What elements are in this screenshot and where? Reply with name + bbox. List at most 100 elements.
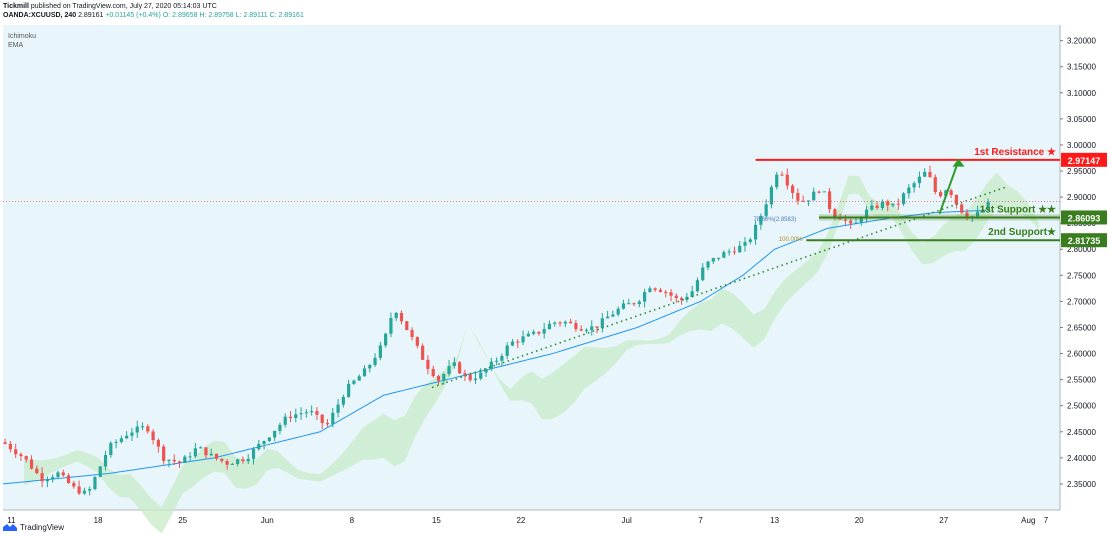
- y-tick-label: 2.75000: [1067, 271, 1096, 280]
- candle-body: [8, 443, 12, 450]
- candle-body: [135, 426, 139, 433]
- publish-line: Tickmill published on TradingView.com, J…: [3, 2, 304, 11]
- candle-body: [590, 326, 594, 331]
- candle-body: [510, 341, 515, 346]
- candle-body: [521, 336, 525, 343]
- level-label: 2nd Support★: [988, 227, 1056, 238]
- x-tick-label: Jul: [622, 516, 632, 525]
- candle-body: [859, 218, 863, 223]
- candle-body: [547, 323, 552, 330]
- candle-body: [394, 312, 398, 319]
- x-tick-label: 22: [516, 516, 525, 525]
- y-tick-label: 2.45000: [1067, 428, 1096, 437]
- price-tag-label: 2.86093: [1068, 213, 1101, 223]
- candle-body: [801, 200, 805, 202]
- candle-body: [273, 430, 277, 438]
- x-tick-label: Aug: [1021, 516, 1035, 525]
- candle-body: [716, 257, 721, 259]
- candle-body: [45, 479, 49, 482]
- candle-body: [489, 361, 493, 369]
- candle-body: [283, 416, 287, 425]
- fib-label: 78.60%(2.8583): [753, 217, 796, 223]
- x-tick-label: 11: [7, 516, 16, 525]
- indicator-label: Ichimoku: [8, 33, 36, 40]
- candle-body: [812, 191, 816, 201]
- candle-body: [304, 412, 308, 414]
- y-tick-label: 2.80000: [1067, 245, 1096, 254]
- support-zone: [819, 214, 1060, 221]
- candle-body: [230, 463, 234, 465]
- candle-body: [257, 443, 261, 450]
- candle-body: [325, 423, 330, 425]
- candle-body: [278, 424, 282, 431]
- candle-body: [933, 177, 937, 193]
- candle-body: [315, 411, 319, 415]
- candle-body: [759, 215, 763, 225]
- candle-body: [558, 322, 562, 324]
- candle-body: [569, 321, 573, 324]
- y-tick-label: 2.65000: [1067, 323, 1096, 332]
- candle-body: [421, 345, 425, 360]
- candle-body: [870, 205, 874, 210]
- candle-body: [193, 448, 197, 457]
- candle-body: [827, 191, 832, 210]
- author-name[interactable]: Tickmill: [3, 3, 29, 10]
- candle-body: [177, 461, 182, 463]
- projection-arrowhead: [952, 158, 965, 167]
- tradingview-logo-icon: [3, 524, 17, 531]
- candle-body: [156, 440, 160, 447]
- candle-body: [658, 289, 663, 292]
- candle-body: [606, 316, 610, 319]
- candle-body: [3, 442, 7, 444]
- candle-body: [526, 333, 530, 337]
- candle-body: [82, 490, 86, 494]
- candle-body: [516, 341, 520, 343]
- candle-body: [24, 456, 28, 460]
- level-label: 1st Resistance ★: [974, 147, 1056, 158]
- candle-body: [162, 446, 166, 461]
- candle-body: [452, 362, 456, 367]
- candle-body: [436, 376, 441, 381]
- candle-body: [701, 267, 705, 281]
- candle-body: [458, 362, 462, 374]
- candle-body: [500, 355, 504, 361]
- candle-body: [690, 291, 694, 297]
- candle-body: [775, 174, 779, 188]
- symbol-name[interactable]: OANDA:XCUUSD, 240: [3, 12, 77, 19]
- candle-body: [495, 360, 499, 362]
- candle-body: [886, 201, 890, 206]
- candle-body: [72, 482, 76, 487]
- candle-body: [743, 241, 747, 246]
- candle-body: [981, 209, 985, 212]
- candle-body: [66, 475, 71, 483]
- y-tick-label: 3.15000: [1067, 63, 1096, 72]
- plot-area: [3, 25, 1060, 510]
- footer-brand[interactable]: TradingView: [3, 523, 64, 532]
- candle-body: [405, 321, 409, 331]
- candle-body: [29, 459, 34, 469]
- candle-body: [431, 368, 435, 377]
- candle-body: [109, 443, 113, 456]
- y-tick-label: 3.05000: [1067, 115, 1096, 124]
- ema-line: [2, 209, 987, 485]
- candle-body: [468, 374, 472, 381]
- candle-body: [14, 449, 18, 455]
- candle-body: [880, 201, 885, 208]
- candle-body: [912, 183, 916, 188]
- x-tick-label: 18: [94, 516, 103, 525]
- price-tag-bg: [1061, 152, 1107, 167]
- candle-body: [357, 376, 361, 381]
- candle-body: [611, 314, 615, 317]
- candle-body: [621, 303, 626, 309]
- candle-body: [214, 453, 219, 459]
- candle-body: [695, 280, 700, 292]
- x-tick-label: 25: [178, 516, 187, 525]
- x-tick-label: 20: [855, 516, 864, 525]
- candle-body: [637, 301, 641, 305]
- candle-body: [711, 258, 715, 262]
- candle-body: [653, 288, 657, 290]
- x-tick-label: 7: [698, 516, 703, 525]
- candle-body: [331, 412, 335, 425]
- candle-body: [537, 331, 541, 334]
